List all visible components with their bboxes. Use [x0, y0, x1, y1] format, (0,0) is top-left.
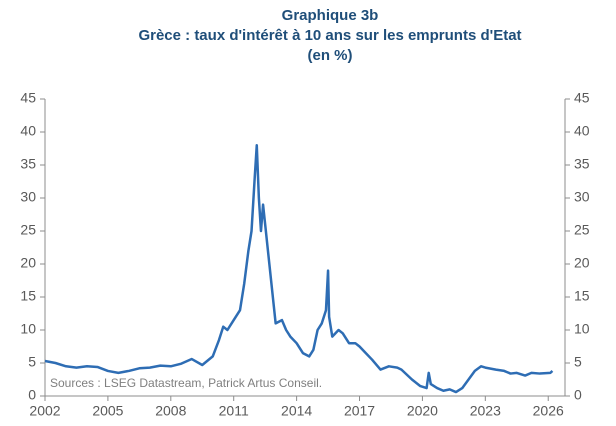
x-tick-label: 2020 — [407, 403, 438, 419]
y-tick-label: 20 — [20, 255, 36, 271]
y-tick-label: 25 — [20, 222, 36, 238]
x-tick-label: 2014 — [281, 403, 312, 419]
y-tick-label: 40 — [20, 123, 36, 139]
y-tick-label: 0 — [28, 387, 36, 403]
y2-tick-label: 40 — [574, 123, 590, 139]
y-tick-label: 5 — [28, 354, 36, 370]
x-tick-label: 2023 — [470, 403, 501, 419]
y2-tick-label: 5 — [574, 354, 582, 370]
y2-tick-label: 15 — [574, 288, 590, 304]
y2-tick-label: 0 — [574, 387, 582, 403]
y2-tick-label: 20 — [574, 255, 590, 271]
source-note: Sources : LSEG Datastream, Patrick Artus… — [50, 376, 322, 390]
chart-subtitle: Grèce : taux d'intérêt à 10 ans sur les … — [138, 27, 521, 44]
chart-unit: (en %) — [308, 47, 353, 64]
y2-tick-label: 25 — [574, 222, 590, 238]
x-tick-label: 2002 — [29, 403, 60, 419]
y2-tick-label: 10 — [574, 321, 590, 337]
y-tick-label: 10 — [20, 321, 36, 337]
y-tick-label: 45 — [20, 90, 36, 106]
x-tick-label: 2017 — [344, 403, 375, 419]
y-tick-label: 35 — [20, 156, 36, 172]
chart-title: Graphique 3b — [282, 7, 379, 24]
y2-tick-label: 35 — [574, 156, 590, 172]
x-tick-label: 2008 — [155, 403, 186, 419]
y2-tick-label: 30 — [574, 189, 590, 205]
y2-tick-label: 45 — [574, 90, 590, 106]
line-series — [44, 143, 554, 394]
x-tick-label: 2011 — [219, 403, 249, 419]
y-tick-label: 15 — [20, 288, 36, 304]
y-tick-label: 30 — [20, 189, 36, 205]
x-tick-label: 2005 — [92, 403, 123, 419]
x-tick-label: 2026 — [533, 403, 564, 419]
